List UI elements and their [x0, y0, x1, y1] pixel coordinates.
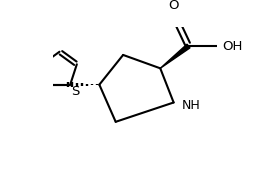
Text: O: O: [168, 0, 179, 12]
Polygon shape: [160, 44, 190, 68]
Text: NH: NH: [182, 99, 201, 112]
Text: OH: OH: [223, 40, 243, 52]
Text: S: S: [71, 85, 79, 98]
